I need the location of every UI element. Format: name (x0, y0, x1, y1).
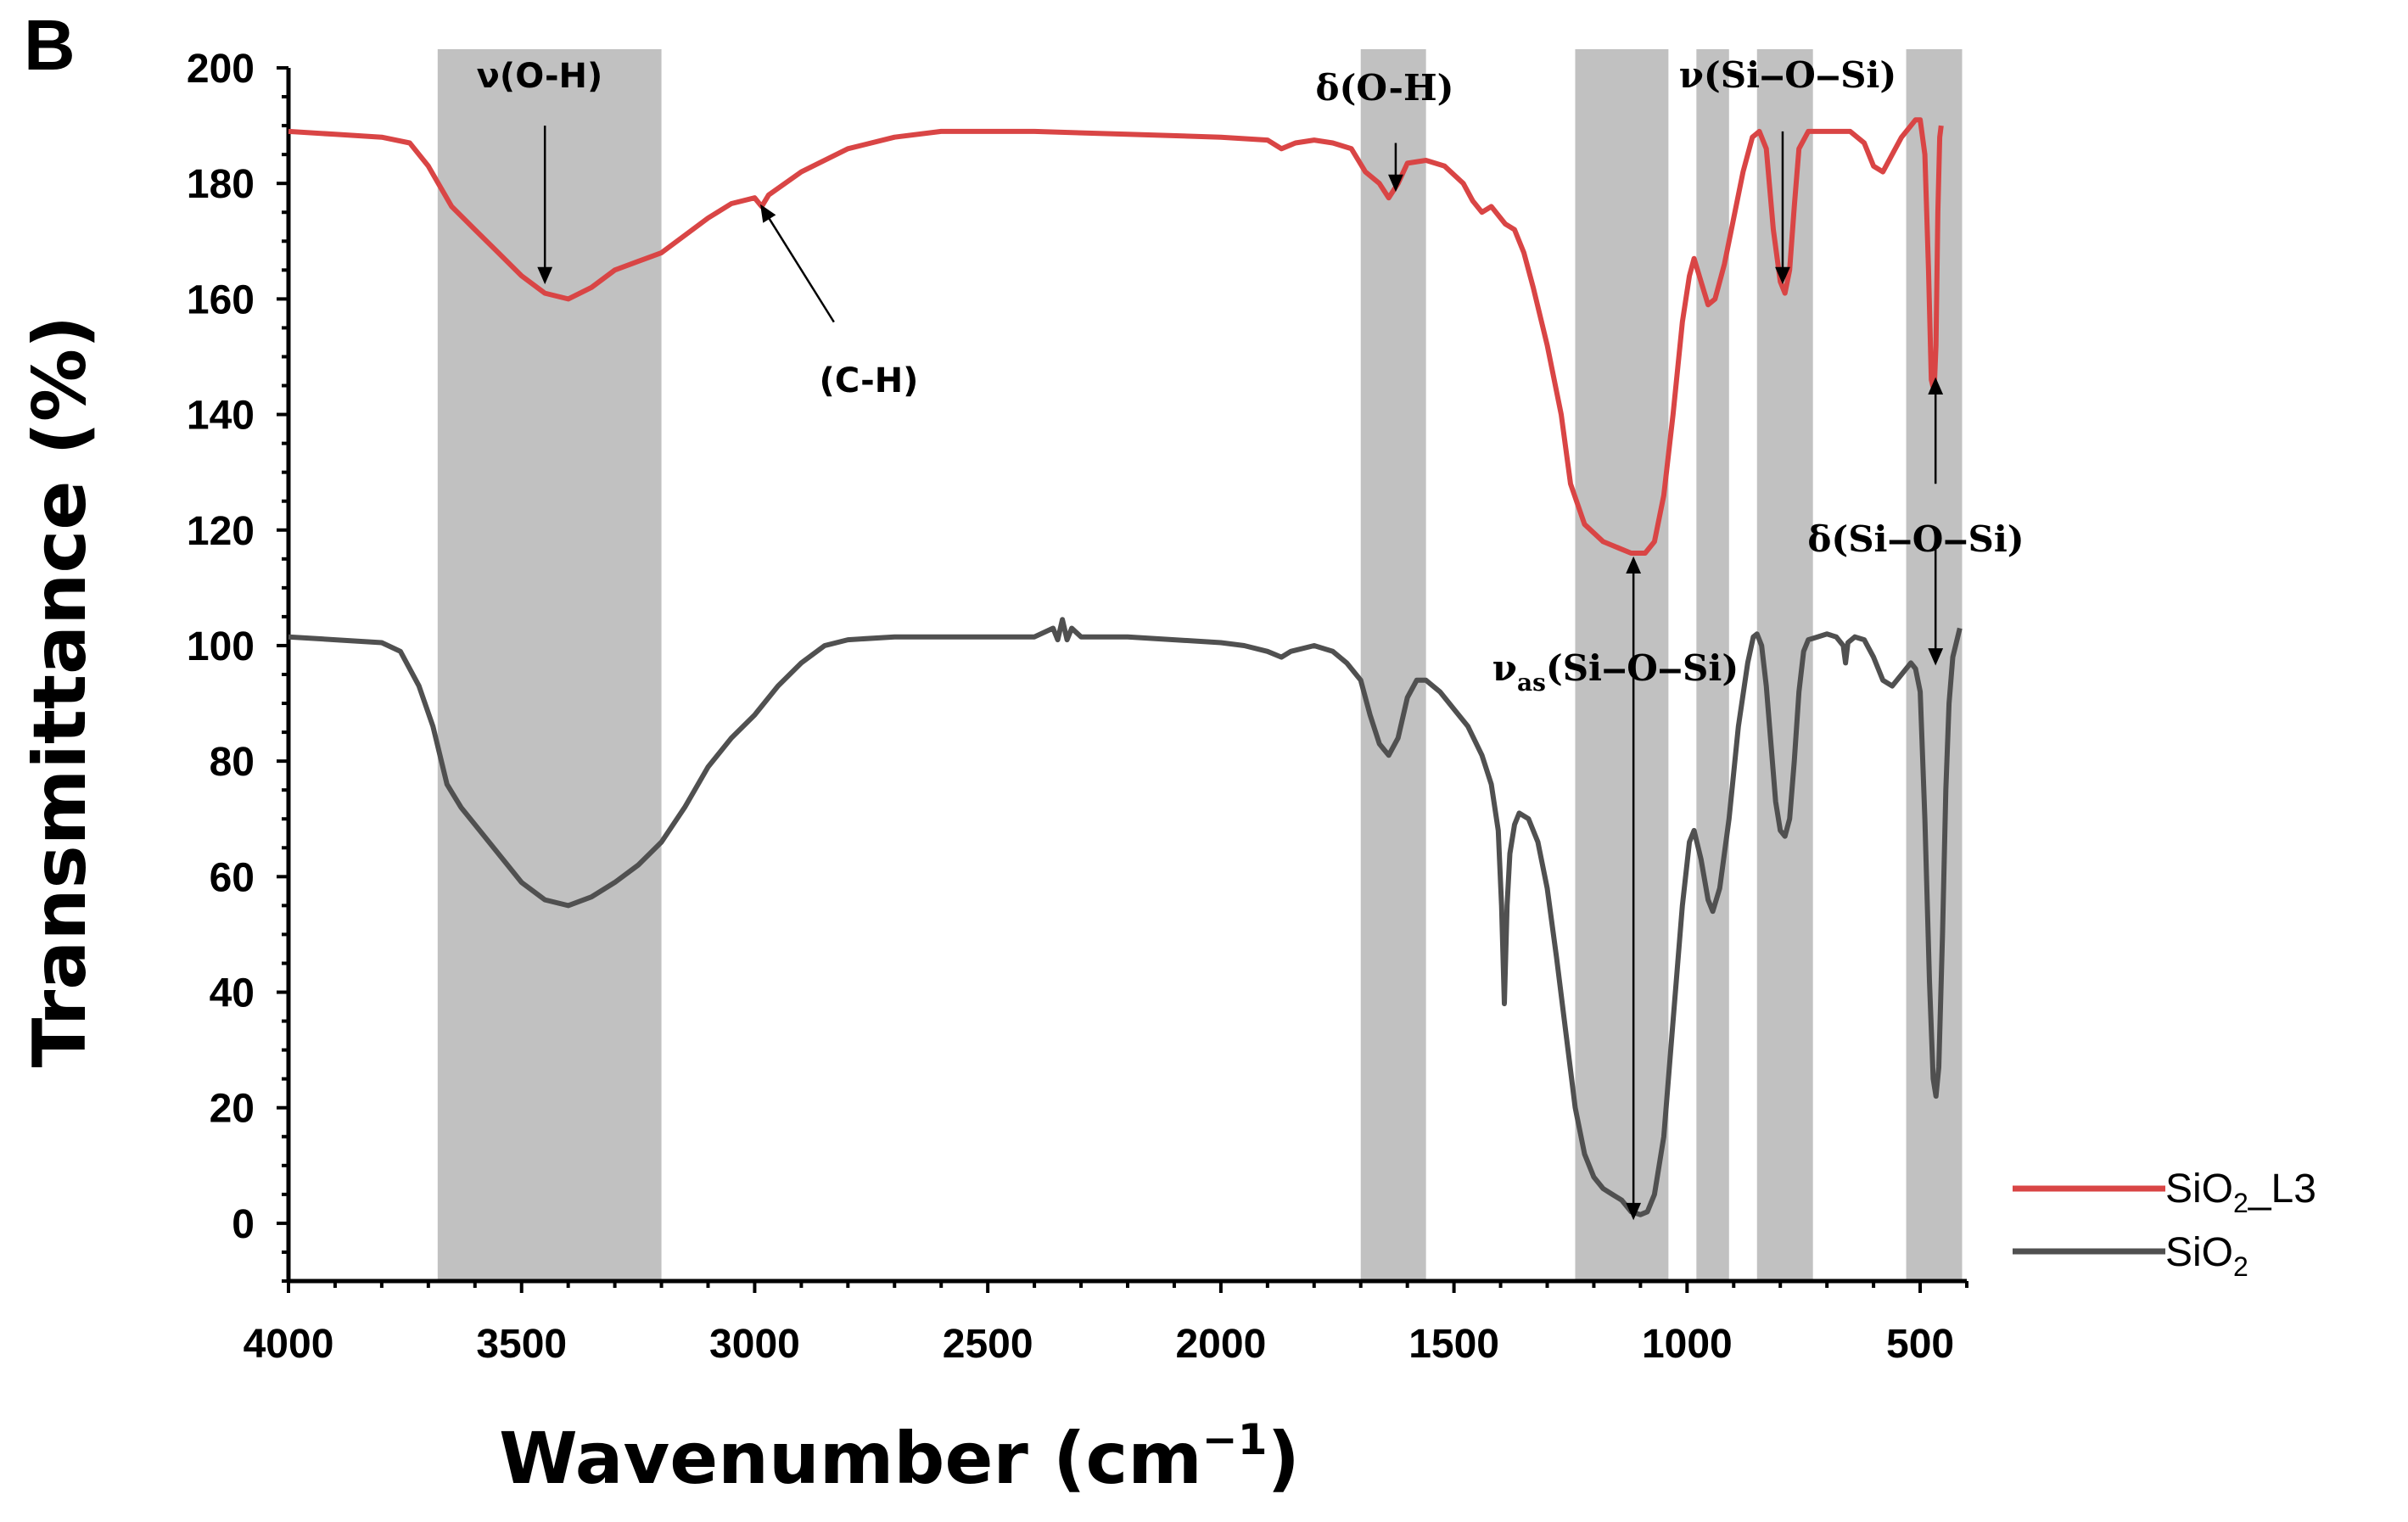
annotation-asym-tail: (Si‒O‒Si) (1546, 647, 1739, 689)
x-tick-label: 4000 (244, 1322, 334, 1367)
arrow-asym-down-head (1626, 1202, 1642, 1221)
y-tick-label: 180 (187, 162, 255, 207)
x-axis-title-end: ) (1267, 1417, 1299, 1500)
x-axis-title: Wavenumber (cm−1) (499, 1415, 1300, 1500)
x-axis-title-sup: −1 (1202, 1415, 1268, 1464)
y-axis-title: Transmittance (%) (18, 316, 103, 1068)
legend: SiO2_L3 SiO2 (2013, 1167, 2316, 1282)
arrow-bend-down-head (1928, 648, 1944, 666)
legend-sio2-l3-sub: 2 (2233, 1188, 2248, 1218)
legend-sio2-l3-suffix: _L3 (2248, 1167, 2316, 1211)
legend-sio2-l3-main: SiO (2165, 1167, 2233, 1211)
y-tick-label: 20 (210, 1087, 255, 1132)
y-tick-label: 40 (210, 971, 255, 1016)
x-tick-label: 2000 (1175, 1322, 1266, 1367)
y-tick-label: 200 (187, 47, 255, 92)
x-tick-label: 3000 (709, 1322, 800, 1367)
x-tick-label: 1500 (1408, 1322, 1499, 1367)
x-tick-label: 2500 (943, 1322, 1033, 1367)
x-tick-label: 1000 (1642, 1322, 1733, 1367)
annotation-oh-bend: δ(O-H) (1316, 67, 1454, 109)
arrow-oh-stretch-head (537, 266, 553, 285)
y-tick-label: 120 (187, 509, 255, 554)
annotation-asym-sub: as (1517, 669, 1546, 697)
panel-label: B (24, 5, 76, 85)
y-tick-label: 60 (210, 855, 255, 900)
arrow-ch-head (760, 204, 776, 223)
y-tick-label: 160 (187, 277, 255, 322)
legend-sio2-sub: 2 (2233, 1251, 2248, 1282)
axis-ticks: 0 20 40 60 80 100 120 140 160 180 200 4000 3500 3000 2… (187, 47, 1968, 1367)
annotation-si-o-si-stretch: ν(Si‒O‒Si) (1679, 54, 1897, 96)
series-line-sio2-l3 (288, 117, 1944, 556)
arrow-asym-up-head (1626, 556, 1642, 574)
legend-label-sio2: SiO2 (2165, 1230, 2248, 1282)
arrow-bend-up-head (1928, 377, 1944, 394)
band-2 (1575, 49, 1669, 1281)
x-axis-title-main: Wavenumber (cm (499, 1417, 1202, 1500)
y-tick-label: 0 (232, 1202, 255, 1247)
band-3 (1696, 49, 1729, 1281)
band-1 (1360, 49, 1426, 1281)
legend-sio2-main: SiO (2165, 1230, 2233, 1275)
arrow-si-o-si-stretch-head (1775, 266, 1790, 285)
arrow-ch-shaft (760, 205, 835, 323)
band-0 (437, 49, 662, 1281)
annotation-asym-main: ν (1492, 647, 1517, 689)
y-tick-label: 140 (187, 394, 255, 439)
y-tick-label: 100 (187, 624, 255, 669)
annotation-ch: (C-H) (820, 361, 919, 400)
legend-label-sio2-l3: SiO2_L3 (2165, 1167, 2316, 1218)
y-tick-label: 80 (210, 740, 255, 785)
arrow-oh-bend-head (1388, 174, 1403, 193)
annotation-si-o-si-bend: δ(Si‒O‒Si) (1807, 518, 2024, 560)
annotation-oh-stretch: ν(O-H) (477, 57, 603, 96)
annotation-arrows (537, 126, 1944, 1221)
series-group (288, 117, 1963, 1217)
annotation-si-o-si-asym: νas(Si‒O‒Si) (1492, 647, 1739, 697)
series-line-sio2 (288, 617, 1963, 1217)
x-tick-label: 3500 (476, 1322, 567, 1367)
x-tick-label: 500 (1886, 1322, 1954, 1367)
